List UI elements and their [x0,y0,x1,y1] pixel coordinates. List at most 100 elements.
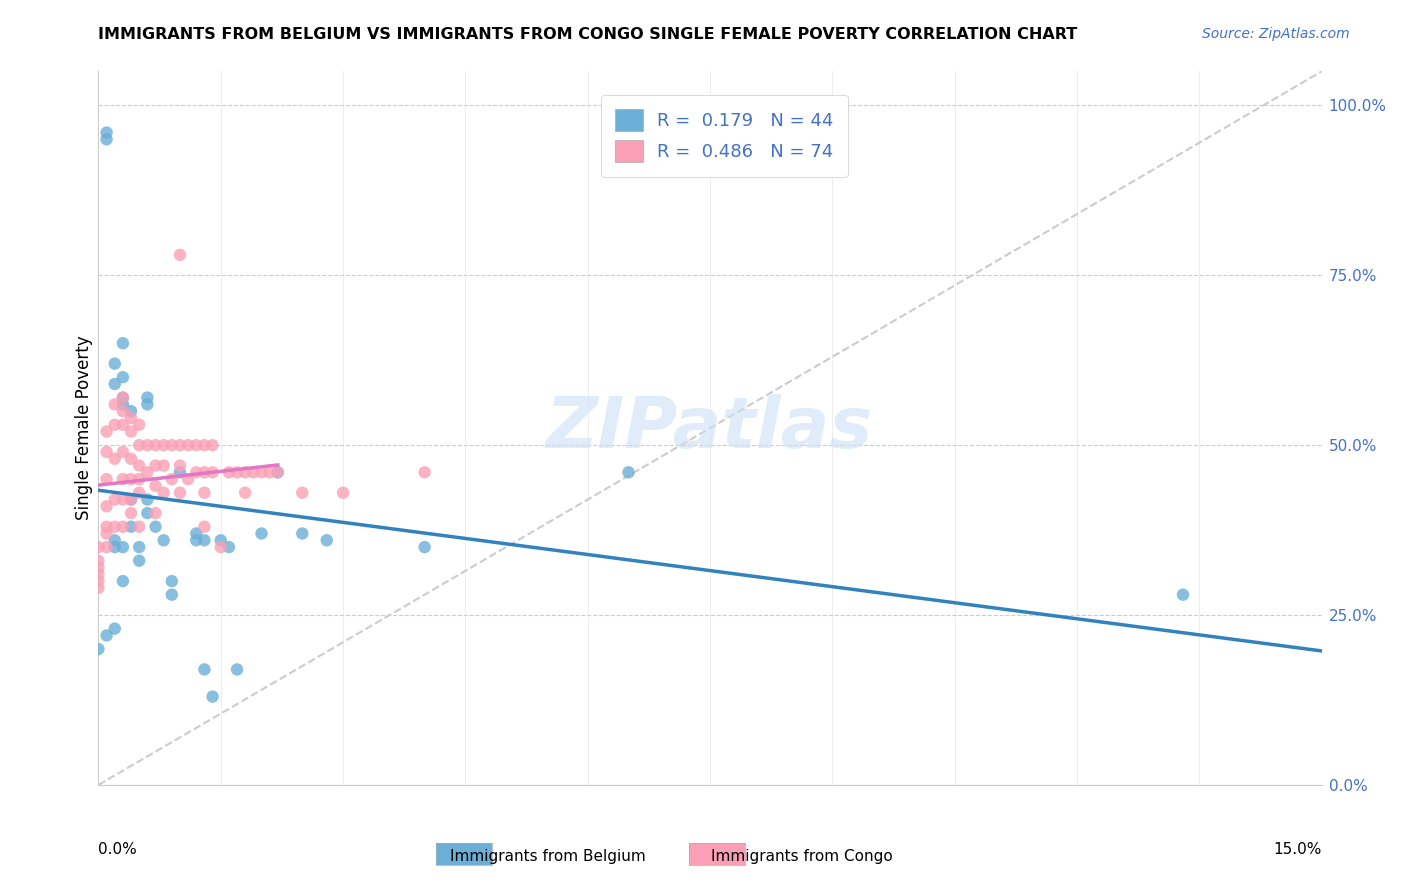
Point [226,466,249,480]
Point [120,519,142,533]
Point [96,540,118,554]
Point [104,519,127,533]
Point [136,391,159,405]
Point [120,451,142,466]
Point [104,376,127,391]
Point [169,248,191,262]
Point [104,451,127,466]
Point [111,445,134,459]
Point [111,391,134,405]
Point [120,492,142,507]
Point [152,485,174,500]
Text: ZIPatlas: ZIPatlas [547,393,873,463]
Point [120,404,142,418]
Point [186,526,208,541]
Point [120,472,142,486]
Point [160,574,183,588]
Point [1171,588,1194,602]
Point [96,519,118,533]
Point [291,526,314,541]
Point [104,357,127,371]
Text: 15.0%: 15.0% [1274,842,1322,857]
Point [104,540,127,554]
Point [145,438,167,452]
Text: 0.0%: 0.0% [98,842,138,857]
Point [193,466,215,480]
Point [145,458,167,473]
Point [413,540,436,554]
Point [111,472,134,486]
Point [96,472,118,486]
Point [233,485,256,500]
Point [128,472,150,486]
Point [111,519,134,533]
Text: Immigrants from Congo: Immigrants from Congo [710,849,893,863]
Point [104,492,127,507]
Point [111,391,134,405]
Point [201,690,224,704]
Y-axis label: Single Female Poverty: Single Female Poverty [75,336,93,520]
Point [128,417,150,432]
Point [193,438,215,452]
Point [177,438,200,452]
Point [96,132,118,146]
Point [104,397,127,411]
Point [332,485,354,500]
Point [193,662,215,676]
Point [186,438,208,452]
Point [111,540,134,554]
Point [120,411,142,425]
Point [87,642,110,657]
Point [193,519,215,533]
Point [413,466,436,480]
Point [152,438,174,452]
Point [145,519,167,533]
Point [160,438,183,452]
Point [152,458,174,473]
Point [136,466,159,480]
Text: Source: ZipAtlas.com: Source: ZipAtlas.com [1202,27,1350,41]
Point [201,466,224,480]
Point [169,458,191,473]
Point [87,560,110,574]
Point [186,533,208,548]
Point [120,506,142,520]
Point [87,574,110,588]
Point [96,628,118,642]
Point [111,574,134,588]
Point [193,485,215,500]
Point [128,540,150,554]
Point [104,417,127,432]
Point [152,533,174,548]
Point [136,397,159,411]
Point [128,485,150,500]
Point [186,466,208,480]
Point [111,417,134,432]
Point [96,126,118,140]
Point [136,492,159,507]
Point [111,336,134,351]
Point [104,622,127,636]
Point [96,526,118,541]
Point [177,472,200,486]
Point [209,540,232,554]
Point [250,526,273,541]
Point [104,533,127,548]
Legend: R =  0.179   N = 44, R =  0.486   N = 74: R = 0.179 N = 44, R = 0.486 N = 74 [600,95,848,177]
Point [111,397,134,411]
Point [209,533,232,548]
Point [96,425,118,439]
Point [111,370,134,384]
Point [120,425,142,439]
Point [128,519,150,533]
Point [87,554,110,568]
Point [120,492,142,507]
Point [617,466,640,480]
Point [128,554,150,568]
Point [259,466,281,480]
Point [315,533,337,548]
Point [160,588,183,602]
Point [145,479,167,493]
Point [111,492,134,507]
Point [87,581,110,595]
